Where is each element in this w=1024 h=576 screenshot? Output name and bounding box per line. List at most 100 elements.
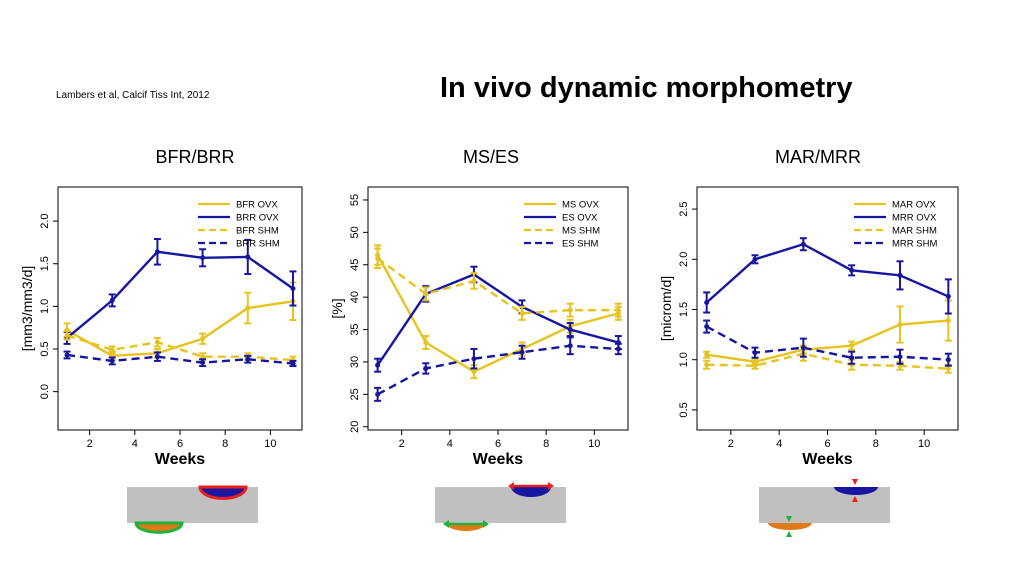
x-tick-label: 8 [543, 438, 549, 450]
data-point [945, 293, 951, 299]
x-axis-label: Weeks [473, 451, 524, 468]
x-tick-label: 6 [824, 438, 830, 450]
y-axis-label: [mm3/mm3/d] [19, 266, 35, 352]
chart-title-bfr-brr: BFR/BRR [155, 147, 235, 167]
data-point [109, 297, 115, 303]
data-point [567, 307, 573, 313]
x-tick-label: 4 [776, 438, 782, 450]
y-tick-label: 0.5 [39, 341, 51, 356]
data-point [897, 272, 903, 278]
x-axis-label: Weeks [802, 451, 853, 468]
x-tick-label: 2 [399, 438, 405, 450]
data-point [704, 352, 710, 358]
y-tick-label: 0.5 [678, 402, 690, 417]
data-point [154, 339, 160, 345]
data-point [245, 254, 251, 260]
y-tick-label: 45 [349, 259, 361, 271]
series-line-bfr-shm [66, 334, 294, 362]
y-tick-label: 2.0 [39, 213, 51, 228]
data-point [615, 307, 621, 313]
series-line-mrr-ovx [705, 242, 949, 304]
arrow-right-icon [548, 482, 554, 490]
data-point [154, 354, 160, 360]
y-tick-label: 55 [349, 194, 361, 206]
mar-mrr-schematic-icon [759, 479, 890, 537]
data-point [200, 336, 206, 342]
legend-label: MAR OVX [892, 200, 936, 211]
x-tick-label: 10 [918, 438, 930, 450]
data-point [64, 352, 70, 358]
y-tick-label: 1.5 [678, 302, 690, 317]
x-tick-label: 8 [873, 438, 879, 450]
formation-site [768, 523, 812, 530]
y-tick-label: 50 [349, 226, 361, 238]
data-point [109, 347, 115, 353]
data-point [800, 241, 806, 247]
x-tick-label: 6 [495, 438, 501, 450]
data-point [704, 299, 710, 305]
legend-label: BRR SHM [236, 239, 280, 250]
x-tick-label: 4 [132, 438, 138, 450]
data-point [200, 354, 206, 360]
x-tick-label: 2 [87, 438, 93, 450]
data-point [704, 324, 710, 330]
data-point [290, 360, 296, 366]
y-tick-label: 1.5 [39, 256, 51, 271]
page-title: In vivo dynamic morphometry [440, 72, 853, 104]
data-point [567, 327, 573, 333]
series-line-es-ovx [376, 273, 619, 366]
data-point [897, 322, 903, 328]
legend-label: BRR OVX [236, 213, 279, 224]
y-tick-label: 0.0 [39, 384, 51, 399]
arrow-down-icon [786, 516, 792, 522]
y-tick-label: 1.0 [39, 299, 51, 314]
y-tick-label: 35 [349, 323, 361, 335]
data-point [704, 362, 710, 368]
data-point [471, 356, 477, 362]
x-tick-label: 2 [728, 438, 734, 450]
data-point [64, 332, 70, 338]
data-point [849, 343, 855, 349]
data-point [375, 391, 381, 397]
series-line-ms-ovx [376, 254, 619, 374]
data-point [109, 358, 115, 364]
legend-label: BFR SHM [236, 226, 279, 237]
y-tick-label: 30 [349, 356, 361, 368]
ms-es-schematic-icon [435, 482, 566, 531]
data-point [154, 249, 160, 255]
arrow-left-icon [443, 520, 449, 528]
legend-label: MS SHM [562, 226, 600, 237]
arrow-right-icon [483, 520, 489, 528]
x-axis-label: Weeks [155, 451, 206, 468]
citation: Lambers et al, Calcif Tiss Int, 2012 [56, 90, 210, 101]
legend-label: MRR SHM [892, 239, 937, 250]
data-point [945, 318, 951, 324]
data-point [200, 255, 206, 261]
y-tick-label: 20 [349, 421, 361, 433]
x-tick-label: 4 [447, 438, 453, 450]
data-point [375, 362, 381, 368]
series-line-mar-ovx [706, 319, 949, 363]
data-point [375, 255, 381, 261]
data-point [849, 267, 855, 273]
legend-label: MRR OVX [892, 213, 937, 224]
data-point [519, 349, 525, 355]
legend-label: BFR OVX [236, 200, 278, 211]
data-point [945, 357, 951, 363]
resorption-pit [198, 485, 248, 500]
y-axis-label: [%] [329, 298, 345, 318]
data-point [897, 354, 903, 360]
x-tick-label: 6 [177, 438, 183, 450]
data-point [245, 356, 251, 362]
data-point [752, 363, 758, 369]
data-point [519, 310, 525, 316]
legend-label: ES OVX [562, 213, 598, 224]
data-point [752, 350, 758, 356]
legend-label: ES SHM [562, 239, 599, 250]
resorption-pit [511, 487, 551, 497]
legend-label: MAR SHM [892, 226, 937, 237]
data-point [945, 366, 951, 372]
